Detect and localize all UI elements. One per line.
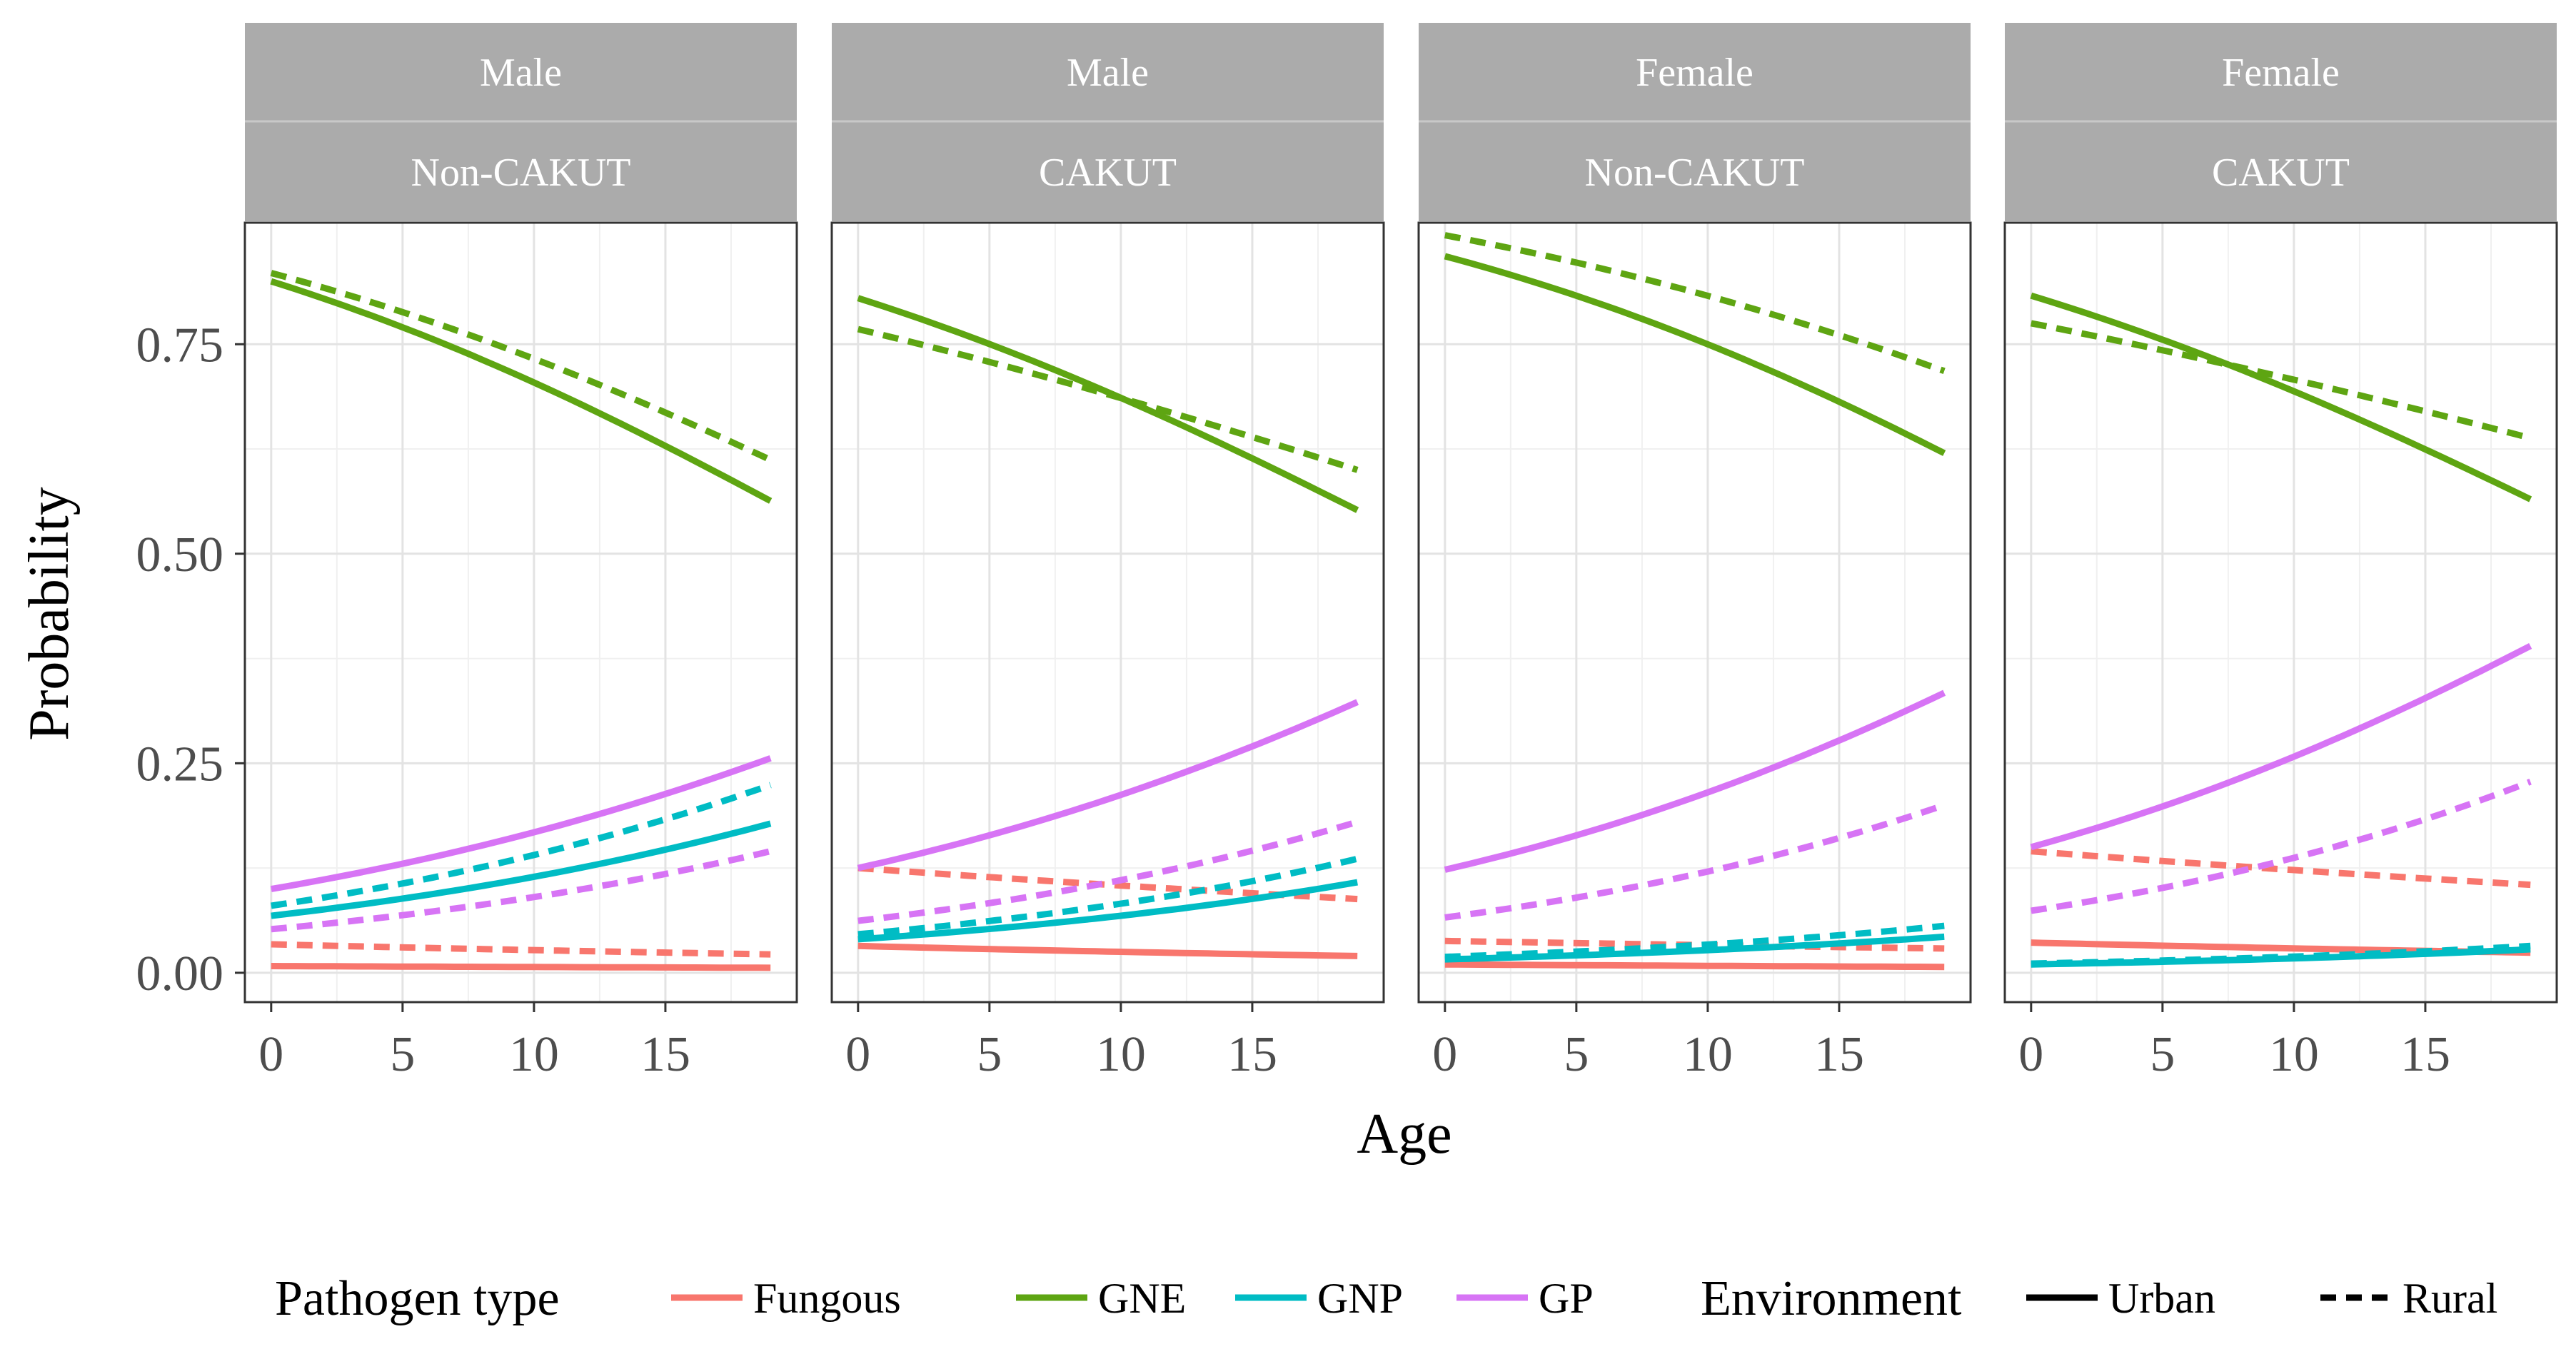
plot-background [2005, 223, 2557, 1002]
x-tick-label: 15 [2400, 1027, 2450, 1082]
x-tick-label: 5 [1564, 1027, 1589, 1082]
panel-border [830, 221, 1385, 1004]
strip-label-group: CAKUT [1039, 151, 1177, 195]
series-line-fungous-urban [271, 963, 771, 971]
series-line-gp-rural [857, 819, 1359, 924]
x-tick-label: 5 [2150, 1027, 2175, 1082]
strip-label-sex: Male [1067, 51, 1149, 95]
x-tick-label: 15 [1814, 1027, 1864, 1082]
legend-label: Rural [2403, 1275, 2497, 1322]
strip-label-sex: Female [2222, 51, 2340, 95]
facet-panel: Male CAKUT 0 5 10 15 [830, 23, 1385, 1082]
series-line-gne-rural [270, 270, 773, 463]
legend-label: GP [1539, 1275, 1594, 1322]
panel-border [2003, 221, 2558, 1004]
strip-label-sex: Male [480, 51, 562, 95]
legend-label: GNP [1317, 1275, 1403, 1322]
strip-label-group: CAKUT [2212, 151, 2350, 195]
series-line-gp-urban [857, 699, 1359, 872]
series-line-gnp-rural [2031, 942, 2531, 967]
series-line-gp-urban [2030, 642, 2532, 851]
series-line-gp-rural [271, 848, 772, 933]
legend-label: GNE [1098, 1275, 1186, 1322]
facet-panel: Female CAKUT 0 5 10 15 [2003, 23, 2558, 1082]
series-line-gnp-urban [271, 820, 772, 919]
x-tick-label: 10 [1096, 1027, 1146, 1082]
series-line-gp-rural [2031, 778, 2532, 914]
y-tick-label: 0.75 [136, 318, 224, 373]
series-line-fungous-rural [2031, 848, 2531, 889]
x-tick-label: 15 [1227, 1027, 1277, 1082]
series-line-gne-urban [1444, 253, 1946, 456]
x-tick-label: 0 [258, 1027, 283, 1082]
y-axis: 0.00 0.25 0.50 0.75 [136, 318, 245, 1001]
legend-title-pathogen: Pathogen type [275, 1271, 560, 1326]
facet-panel: Male Non-CAKUT 0 5 10 15 [243, 23, 798, 1082]
x-tick-label: 0 [2018, 1027, 2043, 1082]
series-line-gne-rural [1444, 232, 1946, 375]
series-line-gp-urban [271, 755, 772, 892]
series-line-fungous-rural [1444, 937, 1945, 952]
series-line-gnp-rural [857, 855, 1359, 938]
y-tick-label: 0.00 [136, 946, 224, 1001]
series-line-gne-urban [270, 278, 773, 504]
strip-label-sex: Female [1636, 51, 1754, 95]
legend: Pathogen type Fungous GNE GNP GP Environment U… [275, 1271, 2497, 1326]
legend-title-environment: Environment [1701, 1271, 1962, 1326]
series-line-gnp-rural [271, 782, 772, 909]
y-tick-label: 0.50 [136, 527, 224, 582]
series-line-gnp-rural [1444, 922, 1945, 961]
series-line-gne-rural [2030, 320, 2532, 442]
x-tick-label: 5 [390, 1027, 415, 1082]
x-tick-label: 15 [640, 1027, 690, 1082]
x-tick-label: 10 [2269, 1027, 2319, 1082]
series-line-fungous-urban [857, 942, 1358, 959]
x-tick-label: 0 [1432, 1027, 1457, 1082]
legend-label: Urban [2108, 1275, 2215, 1322]
plot-background [245, 223, 797, 1002]
x-tick-label: 10 [1683, 1027, 1733, 1082]
strip-label-group: Non-CAKUT [1585, 151, 1805, 195]
facet-panel: Female Non-CAKUT 0 5 10 15 [1417, 23, 1972, 1082]
x-tick-label: 5 [977, 1027, 1002, 1082]
series-line-gp-urban [1444, 689, 1946, 873]
series-line-gnp-urban [1444, 933, 1945, 963]
series-line-gne-rural [857, 325, 1359, 473]
x-tick-label: 10 [509, 1027, 559, 1082]
series-line-fungous-rural [271, 941, 771, 958]
y-tick-label: 0.25 [136, 737, 224, 792]
panel-border [1417, 221, 1972, 1004]
series-line-fungous-urban [1444, 961, 1945, 971]
strip-label-group: Non-CAKUT [411, 151, 631, 195]
x-tick-label: 0 [845, 1027, 870, 1082]
panel-border [243, 221, 798, 1004]
y-axis-title: Probability [18, 487, 81, 741]
series-line-gne-urban [2030, 292, 2532, 502]
series-line-gp-rural [1444, 802, 1946, 921]
x-axis-title: Age [1357, 1103, 1451, 1166]
series-line-gnp-urban [857, 879, 1358, 943]
legend-label: Fungous [753, 1275, 901, 1322]
